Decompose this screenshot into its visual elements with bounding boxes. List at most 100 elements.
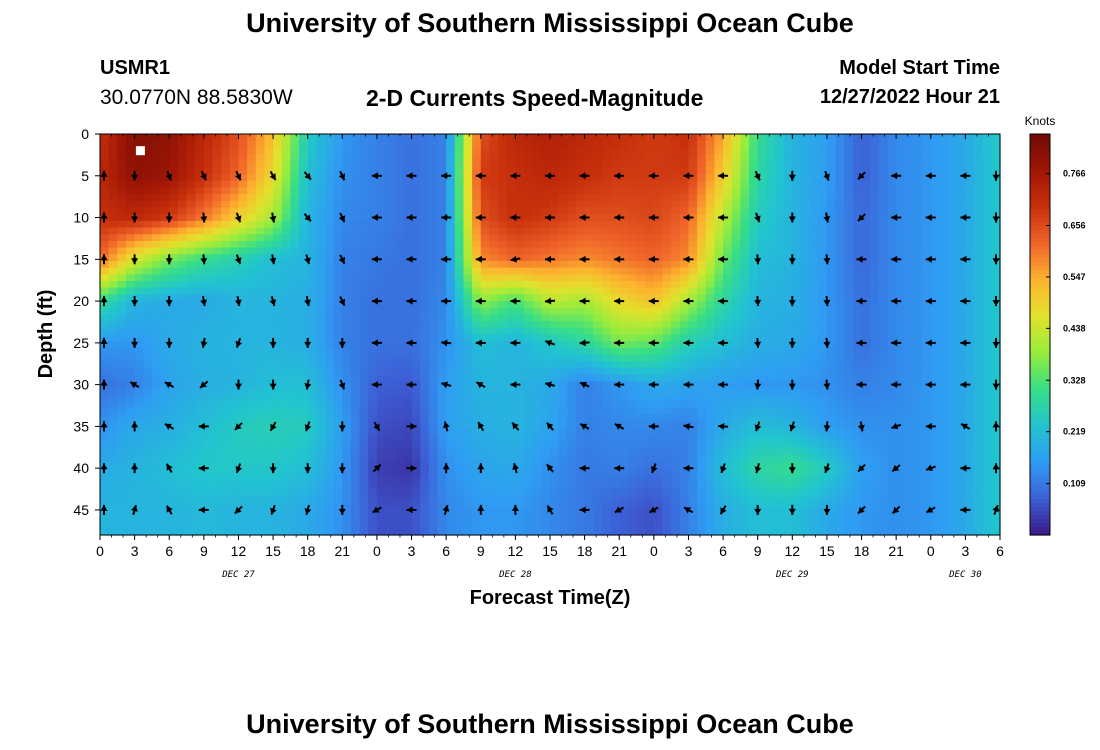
heat-cell [627,194,638,202]
heat-cell [350,287,361,295]
heat-cell [601,408,612,416]
heat-cell [498,180,508,189]
heat-cell [922,207,932,215]
heat-cell [402,408,413,416]
heat-cell [930,234,941,242]
heat-cell [878,214,889,222]
heat-cell [593,307,603,316]
heat-cell [904,401,915,409]
heat-cell [100,347,110,356]
heat-cell [766,347,776,356]
heat-cell [255,394,266,402]
heat-cell [221,361,231,369]
heat-cell [359,281,369,289]
heat-cell [376,367,387,376]
heat-cell [333,227,343,235]
heat-cell [852,140,863,148]
heat-cell [653,207,664,215]
heat-cell [731,441,741,449]
heat-cell [783,220,793,229]
heat-cell [870,341,880,349]
heat-cell [800,387,811,396]
heat-cell [645,207,655,215]
heat-cell [385,434,395,443]
heat-cell [411,174,421,182]
heat-cell [368,207,378,215]
heat-cell [922,154,932,162]
heat-cell [939,321,949,329]
heat-cell [705,214,716,222]
heat-cell [290,434,300,443]
heat-cell [584,354,594,362]
heat-cell [446,220,456,229]
heat-cell [982,394,992,402]
heat-cell [316,321,326,329]
heat-cell [922,167,932,175]
heat-cell [601,421,612,429]
heat-cell [887,260,897,269]
heat-cell [904,394,915,402]
heat-cell [151,287,162,295]
heat-cell [515,421,525,429]
heat-cell [896,247,906,255]
heat-cell [584,387,594,396]
heat-cell [775,174,785,182]
heat-cell [567,134,577,142]
heat-cell [333,140,343,148]
heat-cell [177,240,188,249]
heat-cell [299,327,309,336]
heat-cell [515,408,525,416]
heat-cell [195,134,205,142]
heat-cell [385,421,395,429]
heat-cell [238,267,248,275]
heat-cell [350,428,361,436]
heat-cell [212,174,222,182]
heat-cell [480,301,491,309]
heat-cell [636,267,646,275]
heat-cell [697,134,707,142]
heat-cell [826,347,837,356]
heat-cell [134,200,144,209]
heat-cell [151,174,162,182]
heat-cell [402,167,413,175]
heat-cell [861,180,871,189]
heat-cell [229,167,240,175]
heat-cell [679,247,690,255]
heat-cell [273,214,283,222]
heat-cell [281,401,291,409]
heat-cell [108,327,118,336]
heat-cell [394,167,404,175]
heat-cell [160,180,170,189]
heat-cell [584,247,594,255]
heat-cell [852,281,863,289]
heat-cell [463,267,473,275]
heat-cell [238,434,248,443]
heat-cell [472,287,482,295]
heat-cell [394,341,404,349]
heat-cell [896,321,906,329]
heat-cell [108,334,118,342]
heat-cell [913,194,923,202]
heat-cell [273,414,283,422]
heat-cell [939,194,949,202]
heat-cell [818,247,828,255]
heat-cell [939,401,949,409]
heat-cell [428,174,439,182]
heat-cell [775,334,785,342]
heat-cell [325,354,335,362]
heat-cell [627,374,638,382]
heat-cell [100,227,110,235]
heat-cell [766,441,776,449]
heat-cell [238,387,248,396]
heat-cell [108,174,118,182]
heat-cell [982,387,992,396]
heat-cell [792,274,802,282]
heat-cell [325,187,335,195]
heat-cell [974,394,984,402]
heat-cell [273,274,283,282]
heat-cell [359,314,369,322]
heat-cell [749,180,759,189]
heat-cell [420,354,430,362]
heat-cell [290,334,300,342]
heat-cell [809,394,819,402]
